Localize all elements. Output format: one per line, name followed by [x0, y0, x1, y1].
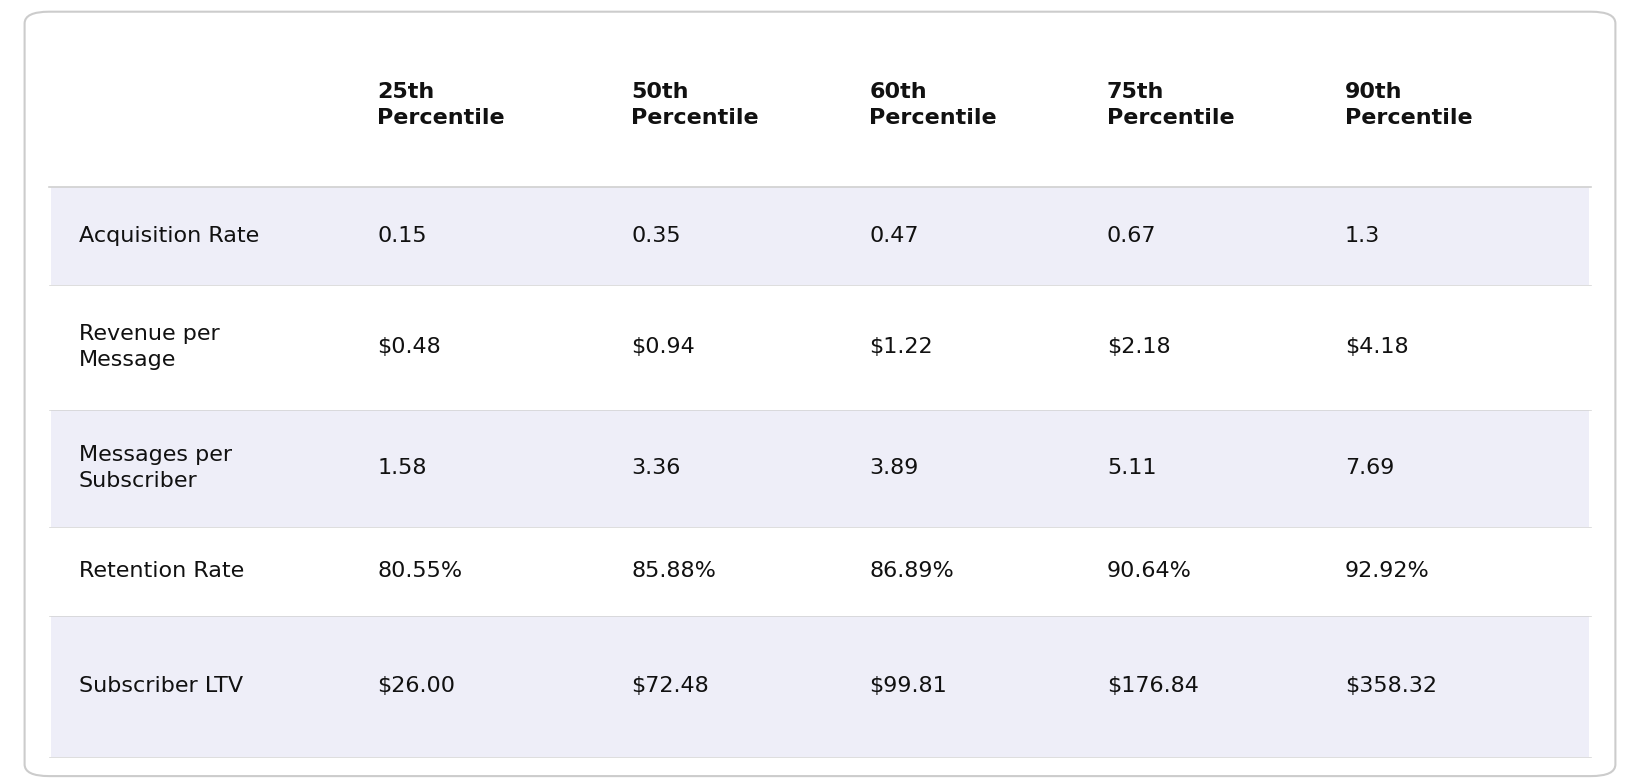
- Text: Messages per
Subscriber: Messages per Subscriber: [79, 445, 231, 491]
- FancyBboxPatch shape: [25, 12, 1614, 776]
- Text: 5.11: 5.11: [1106, 458, 1155, 478]
- Text: Revenue per
Message: Revenue per Message: [79, 324, 220, 370]
- FancyBboxPatch shape: [51, 187, 1588, 285]
- Text: $2.18: $2.18: [1106, 337, 1170, 357]
- Text: $26.00: $26.00: [377, 676, 456, 697]
- Text: Retention Rate: Retention Rate: [79, 562, 244, 581]
- Text: $1.22: $1.22: [869, 337, 933, 357]
- Text: 90th
Percentile: 90th Percentile: [1344, 82, 1472, 129]
- Text: 75th
Percentile: 75th Percentile: [1106, 82, 1234, 129]
- Text: $0.48: $0.48: [377, 337, 441, 357]
- FancyBboxPatch shape: [51, 410, 1588, 526]
- Text: $72.48: $72.48: [631, 676, 708, 697]
- Text: $176.84: $176.84: [1106, 676, 1198, 697]
- Text: 86.89%: 86.89%: [869, 562, 954, 581]
- Text: 0.67: 0.67: [1106, 226, 1155, 246]
- Text: 50th
Percentile: 50th Percentile: [631, 82, 759, 129]
- Text: 0.35: 0.35: [631, 226, 680, 246]
- Text: Acquisition Rate: Acquisition Rate: [79, 226, 259, 246]
- Text: $4.18: $4.18: [1344, 337, 1408, 357]
- Text: 80.55%: 80.55%: [377, 562, 462, 581]
- Text: 0.15: 0.15: [377, 226, 426, 246]
- Text: 60th
Percentile: 60th Percentile: [869, 82, 997, 129]
- Text: 25th
Percentile: 25th Percentile: [377, 82, 505, 129]
- Text: Subscriber LTV: Subscriber LTV: [79, 676, 243, 697]
- Text: $358.32: $358.32: [1344, 676, 1436, 697]
- Text: 7.69: 7.69: [1344, 458, 1393, 478]
- FancyBboxPatch shape: [51, 616, 1588, 757]
- Text: 1.3: 1.3: [1344, 226, 1378, 246]
- Text: 90.64%: 90.64%: [1106, 562, 1192, 581]
- Text: 3.89: 3.89: [869, 458, 918, 478]
- Text: 0.47: 0.47: [869, 226, 918, 246]
- Text: 92.92%: 92.92%: [1344, 562, 1429, 581]
- Text: 85.88%: 85.88%: [631, 562, 716, 581]
- Text: 3.36: 3.36: [631, 458, 680, 478]
- Text: $99.81: $99.81: [869, 676, 946, 697]
- Text: $0.94: $0.94: [631, 337, 695, 357]
- Text: 1.58: 1.58: [377, 458, 426, 478]
